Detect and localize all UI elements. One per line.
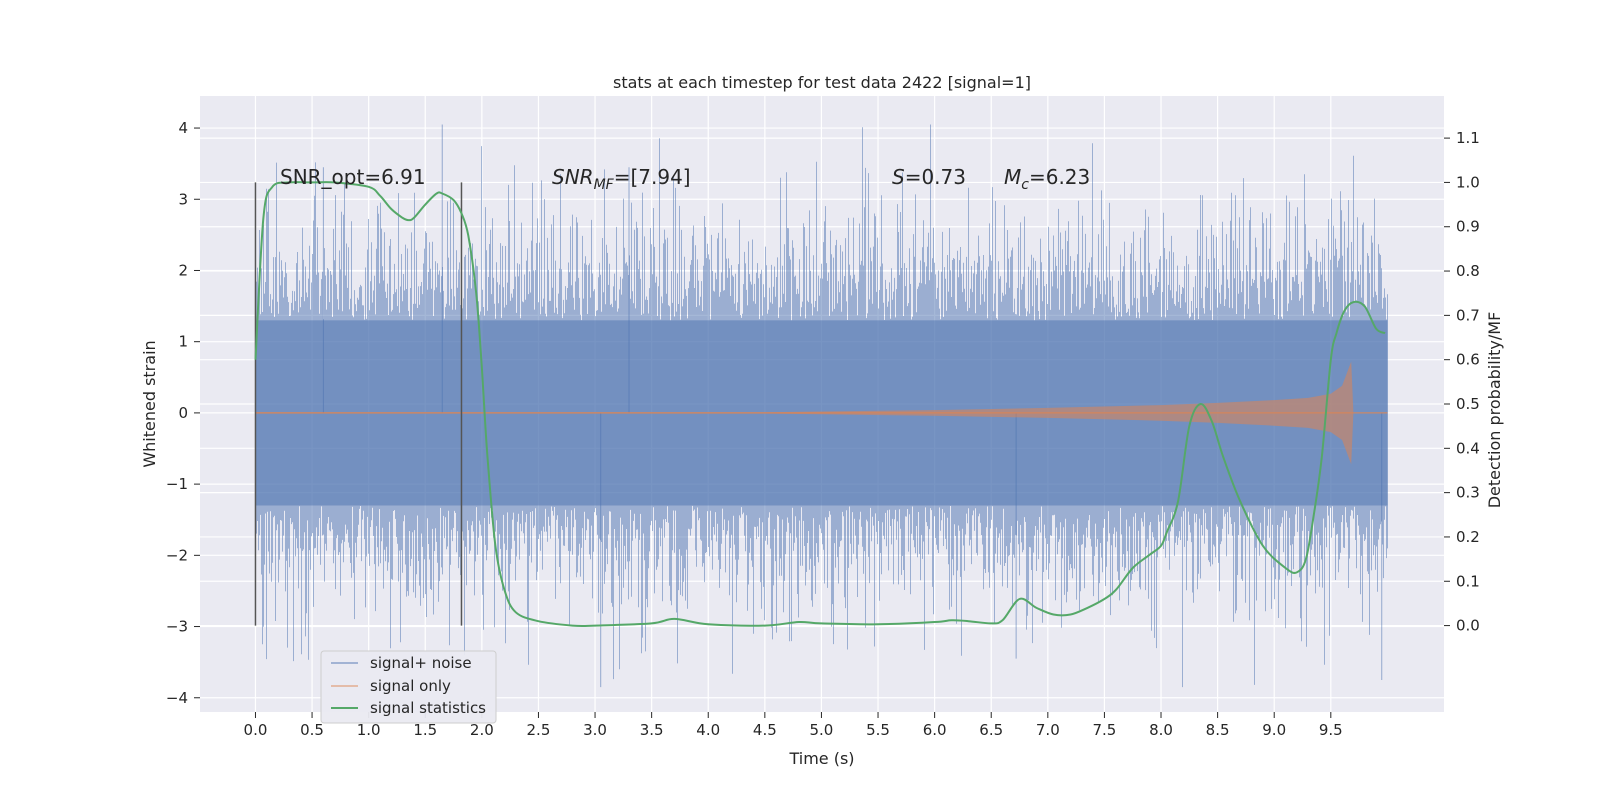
y-right-tick-label: 1.1 — [1456, 129, 1480, 147]
y-left-tick-label: 2 — [178, 261, 188, 279]
legend-label-signal-only: signal only — [370, 677, 451, 695]
x-tick-label: 1.0 — [357, 721, 381, 739]
annotation-s-symbol: S — [892, 165, 905, 189]
x-tick-label: 4.0 — [696, 721, 720, 739]
annotation-snr-mf-value: =[7.94] — [614, 165, 691, 189]
x-tick-label: 9.0 — [1262, 721, 1286, 739]
y-right-tick-label: 0.8 — [1456, 262, 1480, 280]
x-tick-label: 9.5 — [1319, 721, 1343, 739]
legend-label-signal-statistics: signal statistics — [370, 699, 486, 717]
legend-box — [320, 650, 497, 724]
y-right-tick-label: 0.6 — [1456, 351, 1480, 369]
y-right-tick-label: 0.9 — [1456, 218, 1480, 236]
annotation-snr-mf-base: SNR — [552, 165, 594, 189]
annotation-mc: Mc=6.23 — [1004, 165, 1090, 193]
x-tick-label: 3.5 — [640, 721, 664, 739]
y-left-tick-label: −2 — [166, 546, 188, 564]
annotation-mc-value: =6.23 — [1029, 165, 1090, 189]
legend-label-signal-noise: signal+ noise — [370, 654, 472, 672]
y-axis-label-right: Detection probability/MF — [1485, 312, 1504, 509]
annotation-snr-mf-sub: MF — [594, 177, 615, 193]
x-tick-label: 8.0 — [1149, 721, 1173, 739]
y-left-tick-label: −4 — [166, 689, 188, 707]
x-tick-label: 5.5 — [866, 721, 890, 739]
x-tick-label: 6.0 — [923, 721, 947, 739]
annotation-mc-symbol: M — [1004, 165, 1021, 189]
x-tick-label: 1.5 — [413, 721, 437, 739]
x-axis-label: Time (s) — [788, 749, 854, 768]
ticks: 0.0 0.5 1.0 1.5 2.0 2.5 3.0 3.5 4.0 4.5 5.0 5.5 6.0 6… — [166, 119, 1480, 739]
y-right-tick-label: 0.5 — [1456, 395, 1480, 413]
x-tick-label: 7.0 — [1036, 721, 1060, 739]
y-right-tick-label: 1.0 — [1456, 173, 1480, 191]
y-left-tick-label: 0 — [178, 404, 188, 422]
x-tick-label: 6.5 — [979, 721, 1003, 739]
series-signal-statistics — [254, 181, 1386, 628]
y-left-tick-label: 1 — [178, 333, 188, 351]
y-right-tick-label: 0.1 — [1456, 572, 1480, 590]
annotation-snr-opt: SNR_opt=6.91 — [280, 165, 426, 189]
y-left-tick-label: −3 — [166, 618, 188, 636]
y-left-tick-label: 4 — [178, 119, 188, 137]
y-right-tick-label: 0.7 — [1456, 306, 1480, 324]
x-tick-label: 0.0 — [244, 721, 268, 739]
annotation-snr-mf: SNRMF=[7.94] — [552, 165, 691, 193]
y-right-tick-label: 0.3 — [1456, 484, 1480, 502]
x-tick-label: 0.5 — [300, 721, 324, 739]
x-tick-label: 4.5 — [753, 721, 777, 739]
annotation-s: S=0.73 — [892, 165, 966, 189]
series-signal-only — [255, 361, 1388, 465]
legend: signal+ noise signal only signal statist… — [320, 650, 497, 724]
x-tick-label: 8.5 — [1206, 721, 1230, 739]
y-right-tick-label: 0.4 — [1456, 439, 1480, 457]
x-tick-label: 2.0 — [470, 721, 494, 739]
vertical-markers — [254, 182, 463, 626]
x-tick-label: 2.5 — [527, 721, 551, 739]
y-right-tick-label: 0.2 — [1456, 528, 1480, 546]
x-tick-label: 3.0 — [583, 721, 607, 739]
annotation-mc-sub: c — [1021, 177, 1029, 193]
x-tick-label: 7.5 — [1092, 721, 1116, 739]
annotation-s-value: =0.73 — [905, 165, 966, 189]
y-axis-label-left: Whitened strain — [140, 340, 159, 467]
x-tick-label: 5.0 — [810, 721, 834, 739]
statistics-line — [254, 181, 1386, 628]
chart-title: stats at each timestep for test data 242… — [613, 73, 1031, 92]
y-right-tick-label: 0.0 — [1456, 617, 1480, 635]
y-left-tick-label: −1 — [166, 475, 188, 493]
y-left-tick-label: 3 — [178, 190, 188, 208]
